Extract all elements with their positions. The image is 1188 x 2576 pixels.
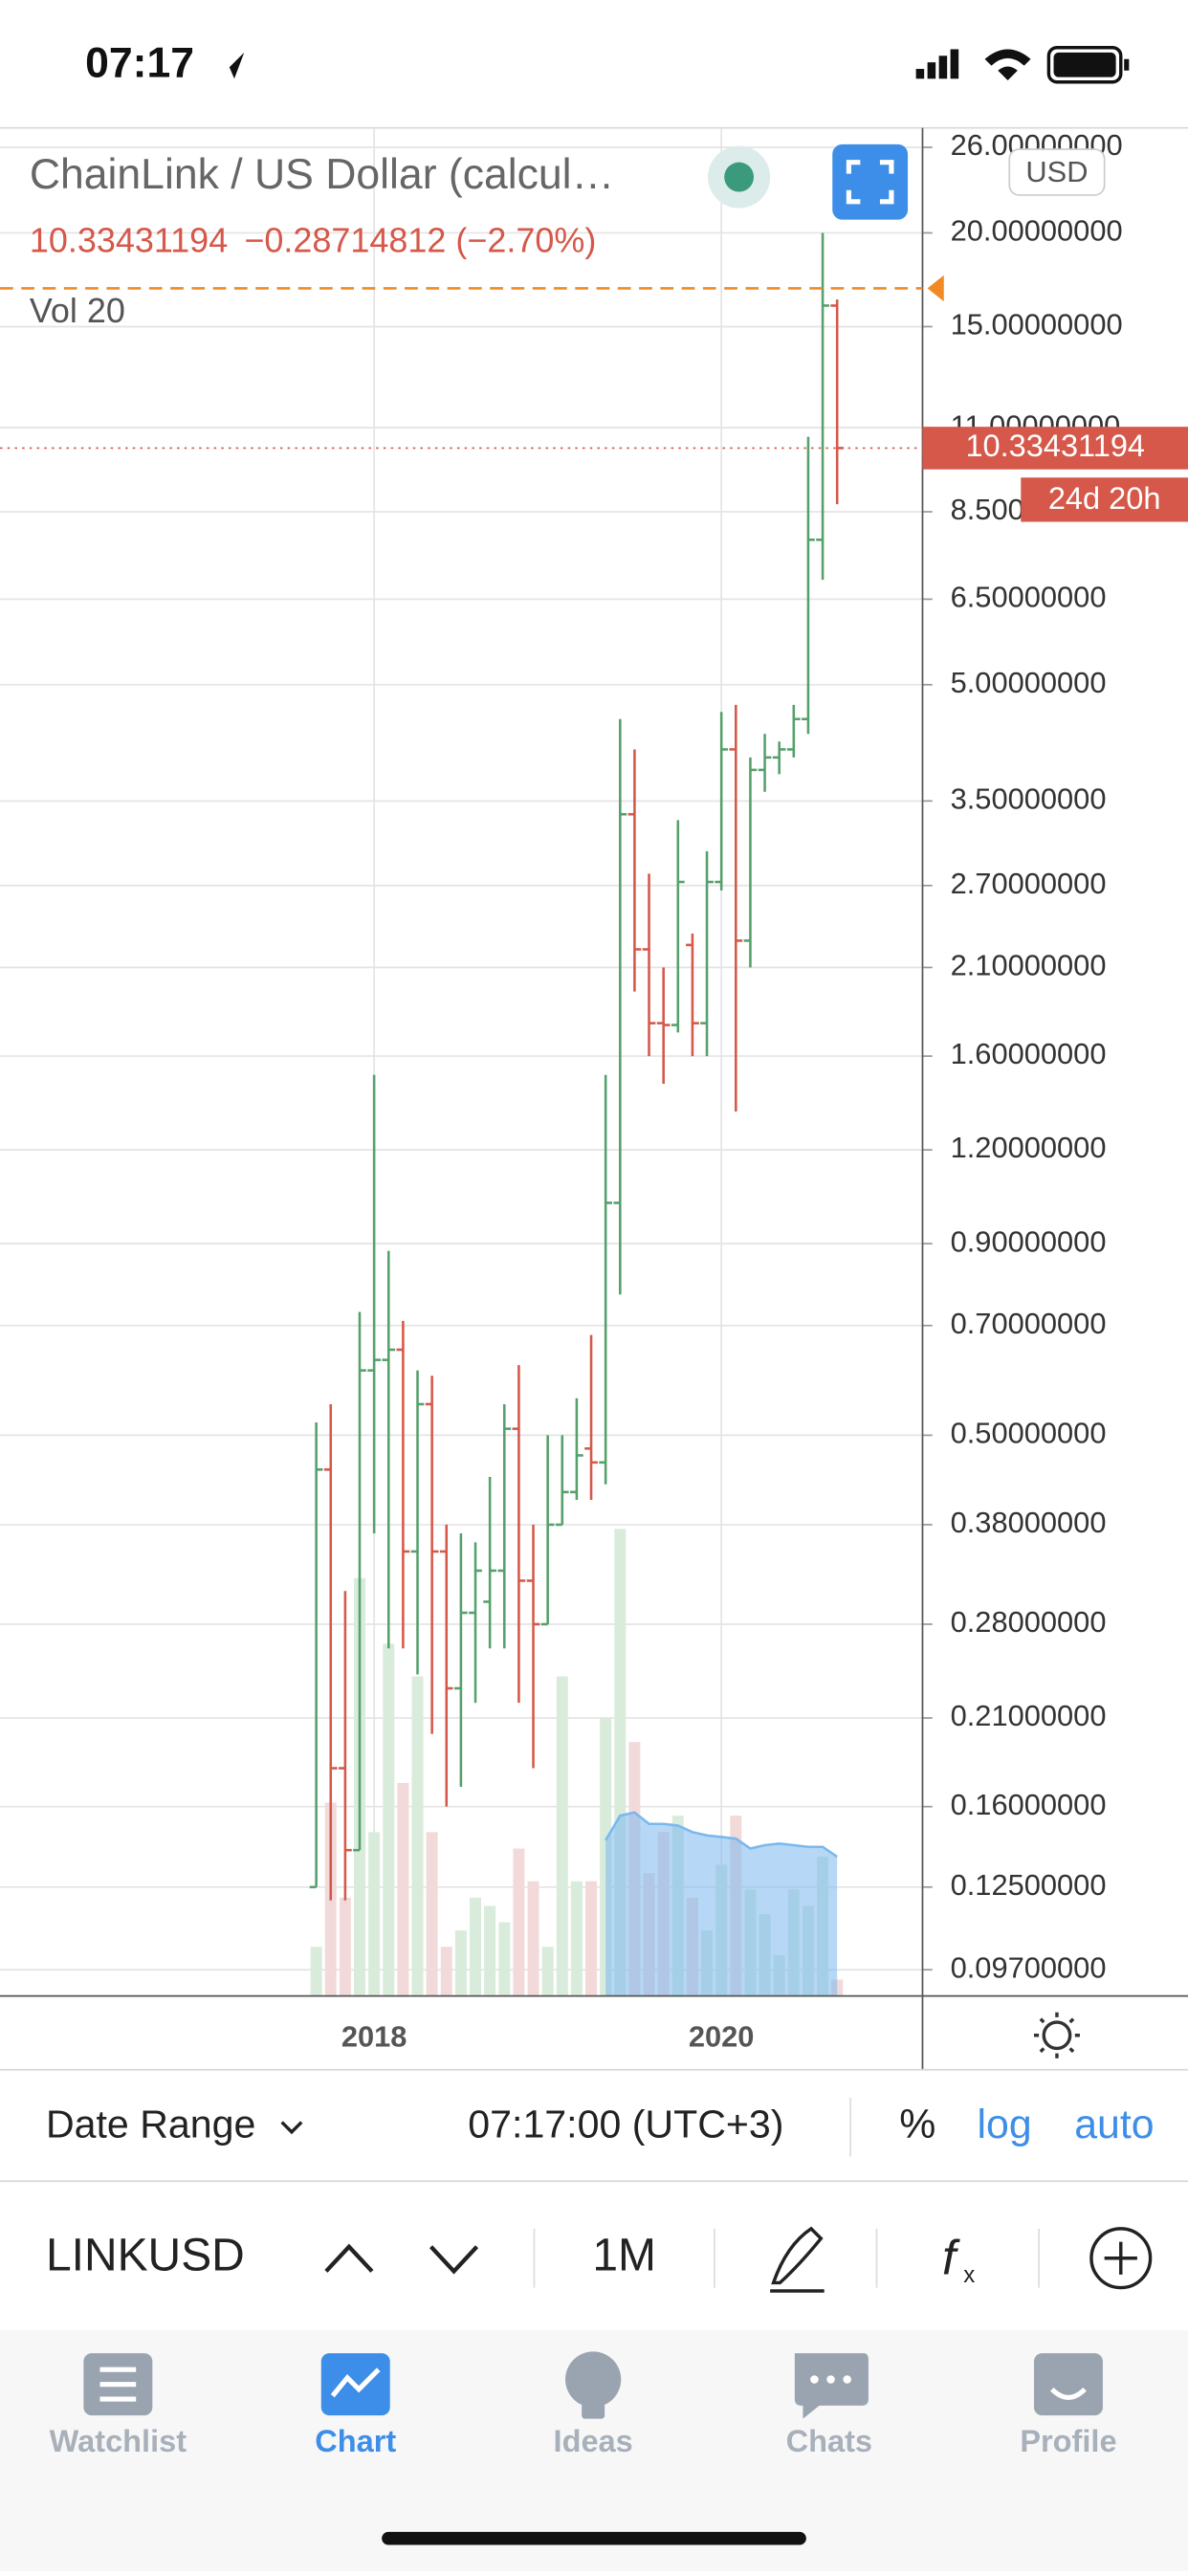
profile-smile <box>1049 2387 1087 2400</box>
location-icon <box>217 52 245 79</box>
tab-label[interactable]: Chats <box>786 2424 872 2458</box>
add-button[interactable] <box>1089 2227 1153 2290</box>
y-tick-label: 6.50000000 <box>951 581 1107 614</box>
price: 10.33431194 <box>30 220 228 259</box>
volume-bar <box>397 1782 409 1996</box>
countdown-label: 24d 20h <box>1048 481 1161 516</box>
volume-bar <box>339 1897 351 1996</box>
percent-toggle[interactable]: % <box>899 2102 935 2147</box>
y-tick-label: 1.60000000 <box>951 1037 1107 1070</box>
log-toggle[interactable]: log <box>978 2102 1032 2147</box>
status-dot[interactable] <box>724 162 755 192</box>
chats-icon-dots <box>810 2375 851 2384</box>
chart-icon-line <box>330 2367 381 2398</box>
horizontal-line-marker <box>927 275 944 302</box>
symbol-title: ChainLink / US Dollar (calcul… <box>30 151 614 198</box>
interval[interactable]: 1M <box>592 2230 656 2280</box>
indicator-label: Vol 20 <box>30 291 125 330</box>
y-tick-label: 0.09700000 <box>951 1950 1107 1984</box>
countdown-box <box>1021 477 1188 522</box>
currency: USD <box>1025 155 1088 188</box>
y-tick-label: 5.00000000 <box>951 666 1107 699</box>
quote-line: 10.33431194 −0.28714812 (−2.70%) <box>30 220 596 259</box>
y-tick-label: 2.70000000 <box>951 867 1107 900</box>
volume-bar <box>426 1832 438 1996</box>
symbol[interactable]: LINKUSD <box>46 2230 245 2280</box>
volume-bar <box>513 1848 525 1996</box>
indicators-button-sub: x <box>963 2262 975 2288</box>
volume-bar <box>527 1881 539 1996</box>
chart: 26.0000000020.0000000015.0000000011.0000… <box>0 127 1188 2070</box>
auto-toggle[interactable]: auto <box>1074 2102 1154 2147</box>
settings-icon[interactable] <box>1033 2012 1080 2059</box>
currency-badge <box>1008 148 1106 196</box>
battery-icon <box>1046 46 1130 84</box>
volume-bar <box>368 1832 381 1996</box>
volume-bar <box>570 1881 583 1996</box>
tab-label[interactable]: Chart <box>315 2424 396 2458</box>
ideas-icon[interactable] <box>565 2351 622 2408</box>
wifi-icon <box>984 49 1031 81</box>
change: −0.28714812 (−2.70%) <box>244 220 596 259</box>
y-tick-label: 3.50000000 <box>951 782 1107 815</box>
drawing-tool[interactable] <box>770 2226 825 2293</box>
volume-bar <box>440 1947 452 1996</box>
y-tick-label: 20.00000000 <box>951 214 1123 248</box>
tab-label[interactable]: Profile <box>1020 2424 1116 2458</box>
volume-bar <box>556 1676 568 1996</box>
indicators-button[interactable]: f <box>942 2230 960 2285</box>
profile-icon[interactable] <box>1033 2353 1103 2416</box>
volume-bar <box>498 1922 511 1996</box>
chevron <box>280 2121 303 2135</box>
next-symbol[interactable] <box>429 2245 479 2275</box>
volume-bar <box>585 1881 598 1996</box>
last-price-label: 10.33431194 <box>965 429 1145 463</box>
clock: 07:17:00 (UTC+3) <box>468 2103 783 2147</box>
volume-bar <box>411 1676 424 1996</box>
y-tick-label: 0.90000000 <box>951 1224 1107 1258</box>
tab-label[interactable]: Watchlist <box>50 2424 187 2458</box>
y-tick-label: 0.16000000 <box>951 1788 1107 1821</box>
volume-ma-area <box>605 1812 838 1996</box>
ideas-icon-base <box>582 2402 605 2419</box>
volume-bar <box>454 1930 467 1996</box>
volume-bar <box>484 1905 496 1996</box>
volume-bar <box>614 1529 627 1996</box>
y-tick-label: 0.38000000 <box>951 1506 1107 1539</box>
tab-icons <box>83 2351 1103 2419</box>
fullscreen-button[interactable] <box>832 143 909 220</box>
y-tick-label: 15.00000000 <box>951 308 1123 341</box>
tab-label[interactable]: Ideas <box>554 2424 633 2458</box>
x-tick-label: 2018 <box>341 2019 407 2053</box>
y-tick-label: 0.50000000 <box>951 1417 1107 1450</box>
date-range[interactable]: Date Range <box>46 2103 255 2147</box>
last-price-box <box>922 427 1188 470</box>
home-indicator <box>382 2531 806 2545</box>
volume-bar <box>310 1947 322 1996</box>
volume-bar <box>470 1897 482 1996</box>
prev-symbol[interactable] <box>324 2243 374 2273</box>
y-tick-label: 0.70000000 <box>951 1307 1107 1340</box>
volume-ma-line <box>605 1811 838 1859</box>
status-time: 07:17 <box>85 39 194 86</box>
y-tick-label: 1.20000000 <box>951 1131 1107 1164</box>
watchlist-icon-lines <box>99 2367 137 2402</box>
chats-icon[interactable] <box>794 2353 869 2419</box>
x-tick-label: 2020 <box>689 2019 755 2053</box>
volume-bar <box>541 1947 554 1996</box>
y-tick-label: 0.28000000 <box>951 1605 1107 1639</box>
signal-icon <box>915 49 959 79</box>
volume-bar <box>383 1643 395 1996</box>
y-tick-label: 0.21000000 <box>951 1699 1107 1732</box>
y-tick-label: 0.12500000 <box>951 1868 1107 1902</box>
y-tick-label: 2.10000000 <box>951 949 1107 982</box>
